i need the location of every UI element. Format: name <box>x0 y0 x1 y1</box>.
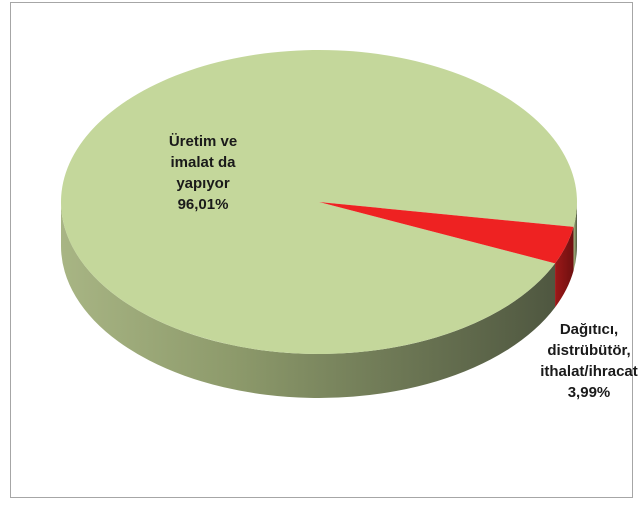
pie-slice-side-0 <box>61 202 556 398</box>
slice-label-uretim: Üretim ve imalat da yapıyor 96,01% <box>150 131 256 215</box>
slice-label-uretim-line-2: imalat da <box>170 154 236 171</box>
pie-slices <box>61 49 578 354</box>
slice-label-dagitici-line-3: ithalat/ihracat <box>540 363 638 380</box>
pie-slice-side-0 <box>573 202 577 271</box>
slice-label-dagitici-value: 3,99% <box>567 384 611 401</box>
slice-label-uretim-line-3: yapıyor <box>176 175 230 192</box>
pie-side-walls <box>61 202 577 398</box>
slice-label-dagitici-line-1: Dağıtıcı, <box>559 321 619 338</box>
slice-label-uretim-line-1: Üretim ve <box>168 133 238 150</box>
pie-slice-1 <box>319 202 574 264</box>
slice-label-dagitici: Dağıtıcı, distrübütör, ithalat/ihracat 3… <box>537 319 641 403</box>
slice-label-uretim-value: 96,01% <box>177 196 229 213</box>
pie-slice-0 <box>61 49 578 354</box>
pie-slice-side-1 <box>555 226 574 308</box>
slice-label-dagitici-line-2: distrübütör, <box>547 342 631 359</box>
